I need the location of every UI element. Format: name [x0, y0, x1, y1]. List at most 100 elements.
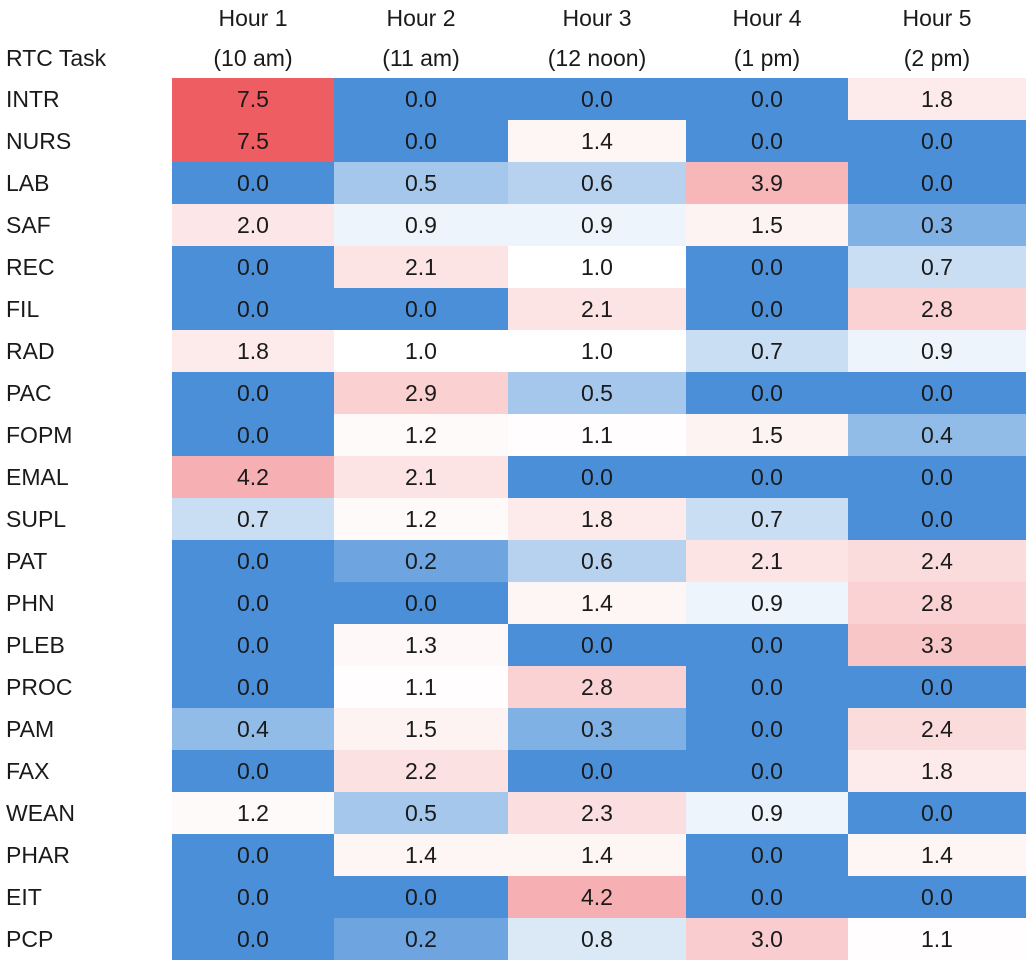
heatmap-cell: 0.9: [334, 204, 508, 246]
heatmap-cell: 0.5: [334, 792, 508, 834]
heatmap-cell: 2.4: [848, 708, 1026, 750]
heatmap-cell: 0.9: [686, 792, 848, 834]
column-header-hour: Hour 4: [732, 5, 802, 31]
column-header-hour: Hour 1: [218, 5, 288, 31]
heatmap-cell: 1.4: [508, 120, 686, 162]
heatmap-cell: 3.0: [686, 918, 848, 960]
heatmap-cell: 1.0: [508, 330, 686, 372]
heatmap-cell: 0.0: [508, 750, 686, 792]
heatmap-cell: 0.6: [508, 540, 686, 582]
column-header-hour: Hour 2: [386, 5, 456, 31]
row-label: PAT: [6, 548, 48, 574]
heatmap-cell: 1.3: [334, 624, 508, 666]
heatmap-cell: 2.0: [172, 204, 334, 246]
row-label: RAD: [6, 338, 55, 364]
row-label: REC: [6, 254, 55, 280]
row-label: EMAL: [6, 464, 69, 490]
heatmap-cell: 0.0: [848, 876, 1026, 918]
heatmap-cell: 0.0: [686, 750, 848, 792]
heatmap-cell: 7.5: [172, 78, 334, 120]
heatmap-cell: 1.8: [848, 750, 1026, 792]
heatmap-cell: 0.2: [334, 540, 508, 582]
heatmap-cell: 0.5: [334, 162, 508, 204]
heatmap-cell: 0.0: [686, 708, 848, 750]
heatmap-cell: 0.3: [848, 204, 1026, 246]
heatmap-cell: 4.2: [508, 876, 686, 918]
heatmap-cell: 0.9: [848, 330, 1026, 372]
heatmap-cell: 0.0: [172, 372, 334, 414]
row-label: SAF: [6, 212, 51, 238]
heatmap-cell: 7.5: [172, 120, 334, 162]
heatmap-cell: 0.0: [508, 78, 686, 120]
row-label: PHN: [6, 590, 55, 616]
heatmap-cell: 2.1: [334, 456, 508, 498]
heatmap-cell: 0.0: [334, 78, 508, 120]
column-header-time: (11 am): [382, 45, 460, 71]
heatmap-cell: 0.0: [172, 624, 334, 666]
heatmap-cell: 0.9: [686, 582, 848, 624]
column-header-time: (2 pm): [903, 45, 971, 71]
heatmap-cell: 2.8: [848, 288, 1026, 330]
heatmap-cell: 0.0: [686, 288, 848, 330]
heatmap-cell: 1.0: [334, 330, 508, 372]
heatmap-cell: 0.0: [848, 666, 1026, 708]
row-label: EIT: [6, 884, 42, 910]
heatmap-cell: 0.0: [172, 750, 334, 792]
heatmap-cell: 1.8: [848, 78, 1026, 120]
heatmap-cell: 0.0: [508, 624, 686, 666]
heatmap-cell: 0.3: [508, 708, 686, 750]
heatmap-cell: 0.0: [848, 792, 1026, 834]
heatmap-cell: 1.5: [686, 204, 848, 246]
row-label: FOPM: [6, 422, 73, 448]
heatmap-cell: 0.0: [172, 582, 334, 624]
heatmap-cell: 1.4: [508, 582, 686, 624]
heatmap-cell: 1.2: [334, 414, 508, 456]
heatmap-cell: 0.8: [508, 918, 686, 960]
heatmap-cell: 4.2: [172, 456, 334, 498]
row-label: PLEB: [6, 632, 65, 658]
heatmap-cell: 0.0: [172, 540, 334, 582]
heatmap-cell: 0.0: [172, 162, 334, 204]
heatmap-cell: 1.4: [508, 834, 686, 876]
heatmap-cell: 2.1: [334, 246, 508, 288]
row-label: FAX: [6, 758, 50, 784]
heatmap-cell: 0.0: [848, 456, 1026, 498]
heatmap-cell: 1.4: [848, 834, 1026, 876]
heatmap-cell: 2.1: [508, 288, 686, 330]
heatmap-cell: 3.9: [686, 162, 848, 204]
heatmap-cell: 0.0: [172, 876, 334, 918]
heatmap-cell: 0.5: [508, 372, 686, 414]
heatmap-cell: 0.7: [686, 330, 848, 372]
column-header-hour: Hour 3: [562, 5, 632, 31]
heatmap-cell: 0.0: [686, 666, 848, 708]
heatmap-cell: 1.5: [334, 708, 508, 750]
heatmap-cell: 0.0: [686, 834, 848, 876]
heatmap-cell: 2.3: [508, 792, 686, 834]
heatmap-cell: 1.2: [334, 498, 508, 540]
heatmap-cell: 0.7: [172, 498, 334, 540]
heatmap-cell: 0.4: [848, 414, 1026, 456]
heatmap-cell: 0.0: [686, 246, 848, 288]
column-header-time: (10 am): [213, 45, 293, 71]
heatmap-cell: 0.0: [848, 120, 1026, 162]
heatmap-cell: 1.1: [508, 414, 686, 456]
row-label: PROC: [6, 674, 73, 700]
heatmap-cell: 1.8: [172, 330, 334, 372]
heatmap-cell: 0.0: [172, 246, 334, 288]
heatmap-cell: 0.0: [848, 498, 1026, 540]
heatmap-cell: 3.3: [848, 624, 1026, 666]
heatmap-cell: 0.9: [508, 204, 686, 246]
heatmap-cell: 1.8: [508, 498, 686, 540]
heatmap-cell: 2.8: [508, 666, 686, 708]
heatmap-cell: 0.0: [686, 120, 848, 162]
heatmap-cell: 0.0: [686, 372, 848, 414]
heatmap-cell: 0.0: [686, 456, 848, 498]
heatmap-cell: 0.2: [334, 918, 508, 960]
heatmap-cell: 0.0: [172, 834, 334, 876]
heatmap-cell: 1.4: [334, 834, 508, 876]
heatmap-cell: 0.0: [334, 288, 508, 330]
row-label: PCP: [6, 926, 54, 952]
heatmap-cell: 2.8: [848, 582, 1026, 624]
column-header-hour: Hour 5: [902, 5, 972, 31]
